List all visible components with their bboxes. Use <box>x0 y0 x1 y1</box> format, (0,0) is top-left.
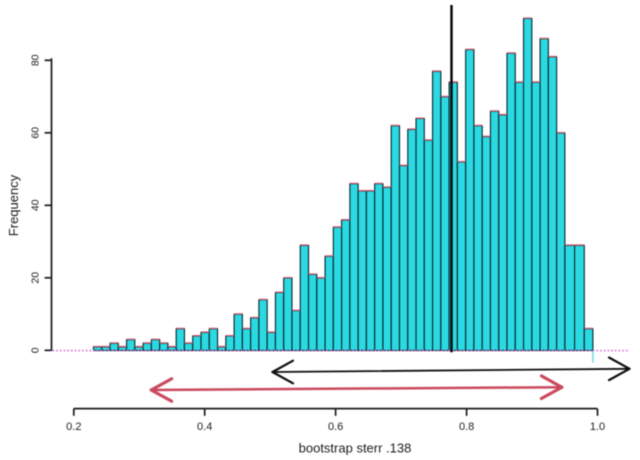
svg-text:0.2: 0.2 <box>66 421 81 433</box>
svg-text:Frequency: Frequency <box>6 174 21 236</box>
svg-text:1.0: 1.0 <box>590 421 605 433</box>
svg-text:0.6: 0.6 <box>328 421 343 433</box>
svg-text:0: 0 <box>30 347 42 353</box>
svg-text:40: 40 <box>30 199 42 211</box>
svg-text:0.8: 0.8 <box>459 421 474 433</box>
svg-text:60: 60 <box>30 127 42 139</box>
svg-text:bootstrap sterr .138: bootstrap sterr .138 <box>299 440 412 455</box>
svg-text:20: 20 <box>30 272 42 284</box>
svg-text:80: 80 <box>30 54 42 66</box>
svg-text:0.4: 0.4 <box>197 421 212 433</box>
